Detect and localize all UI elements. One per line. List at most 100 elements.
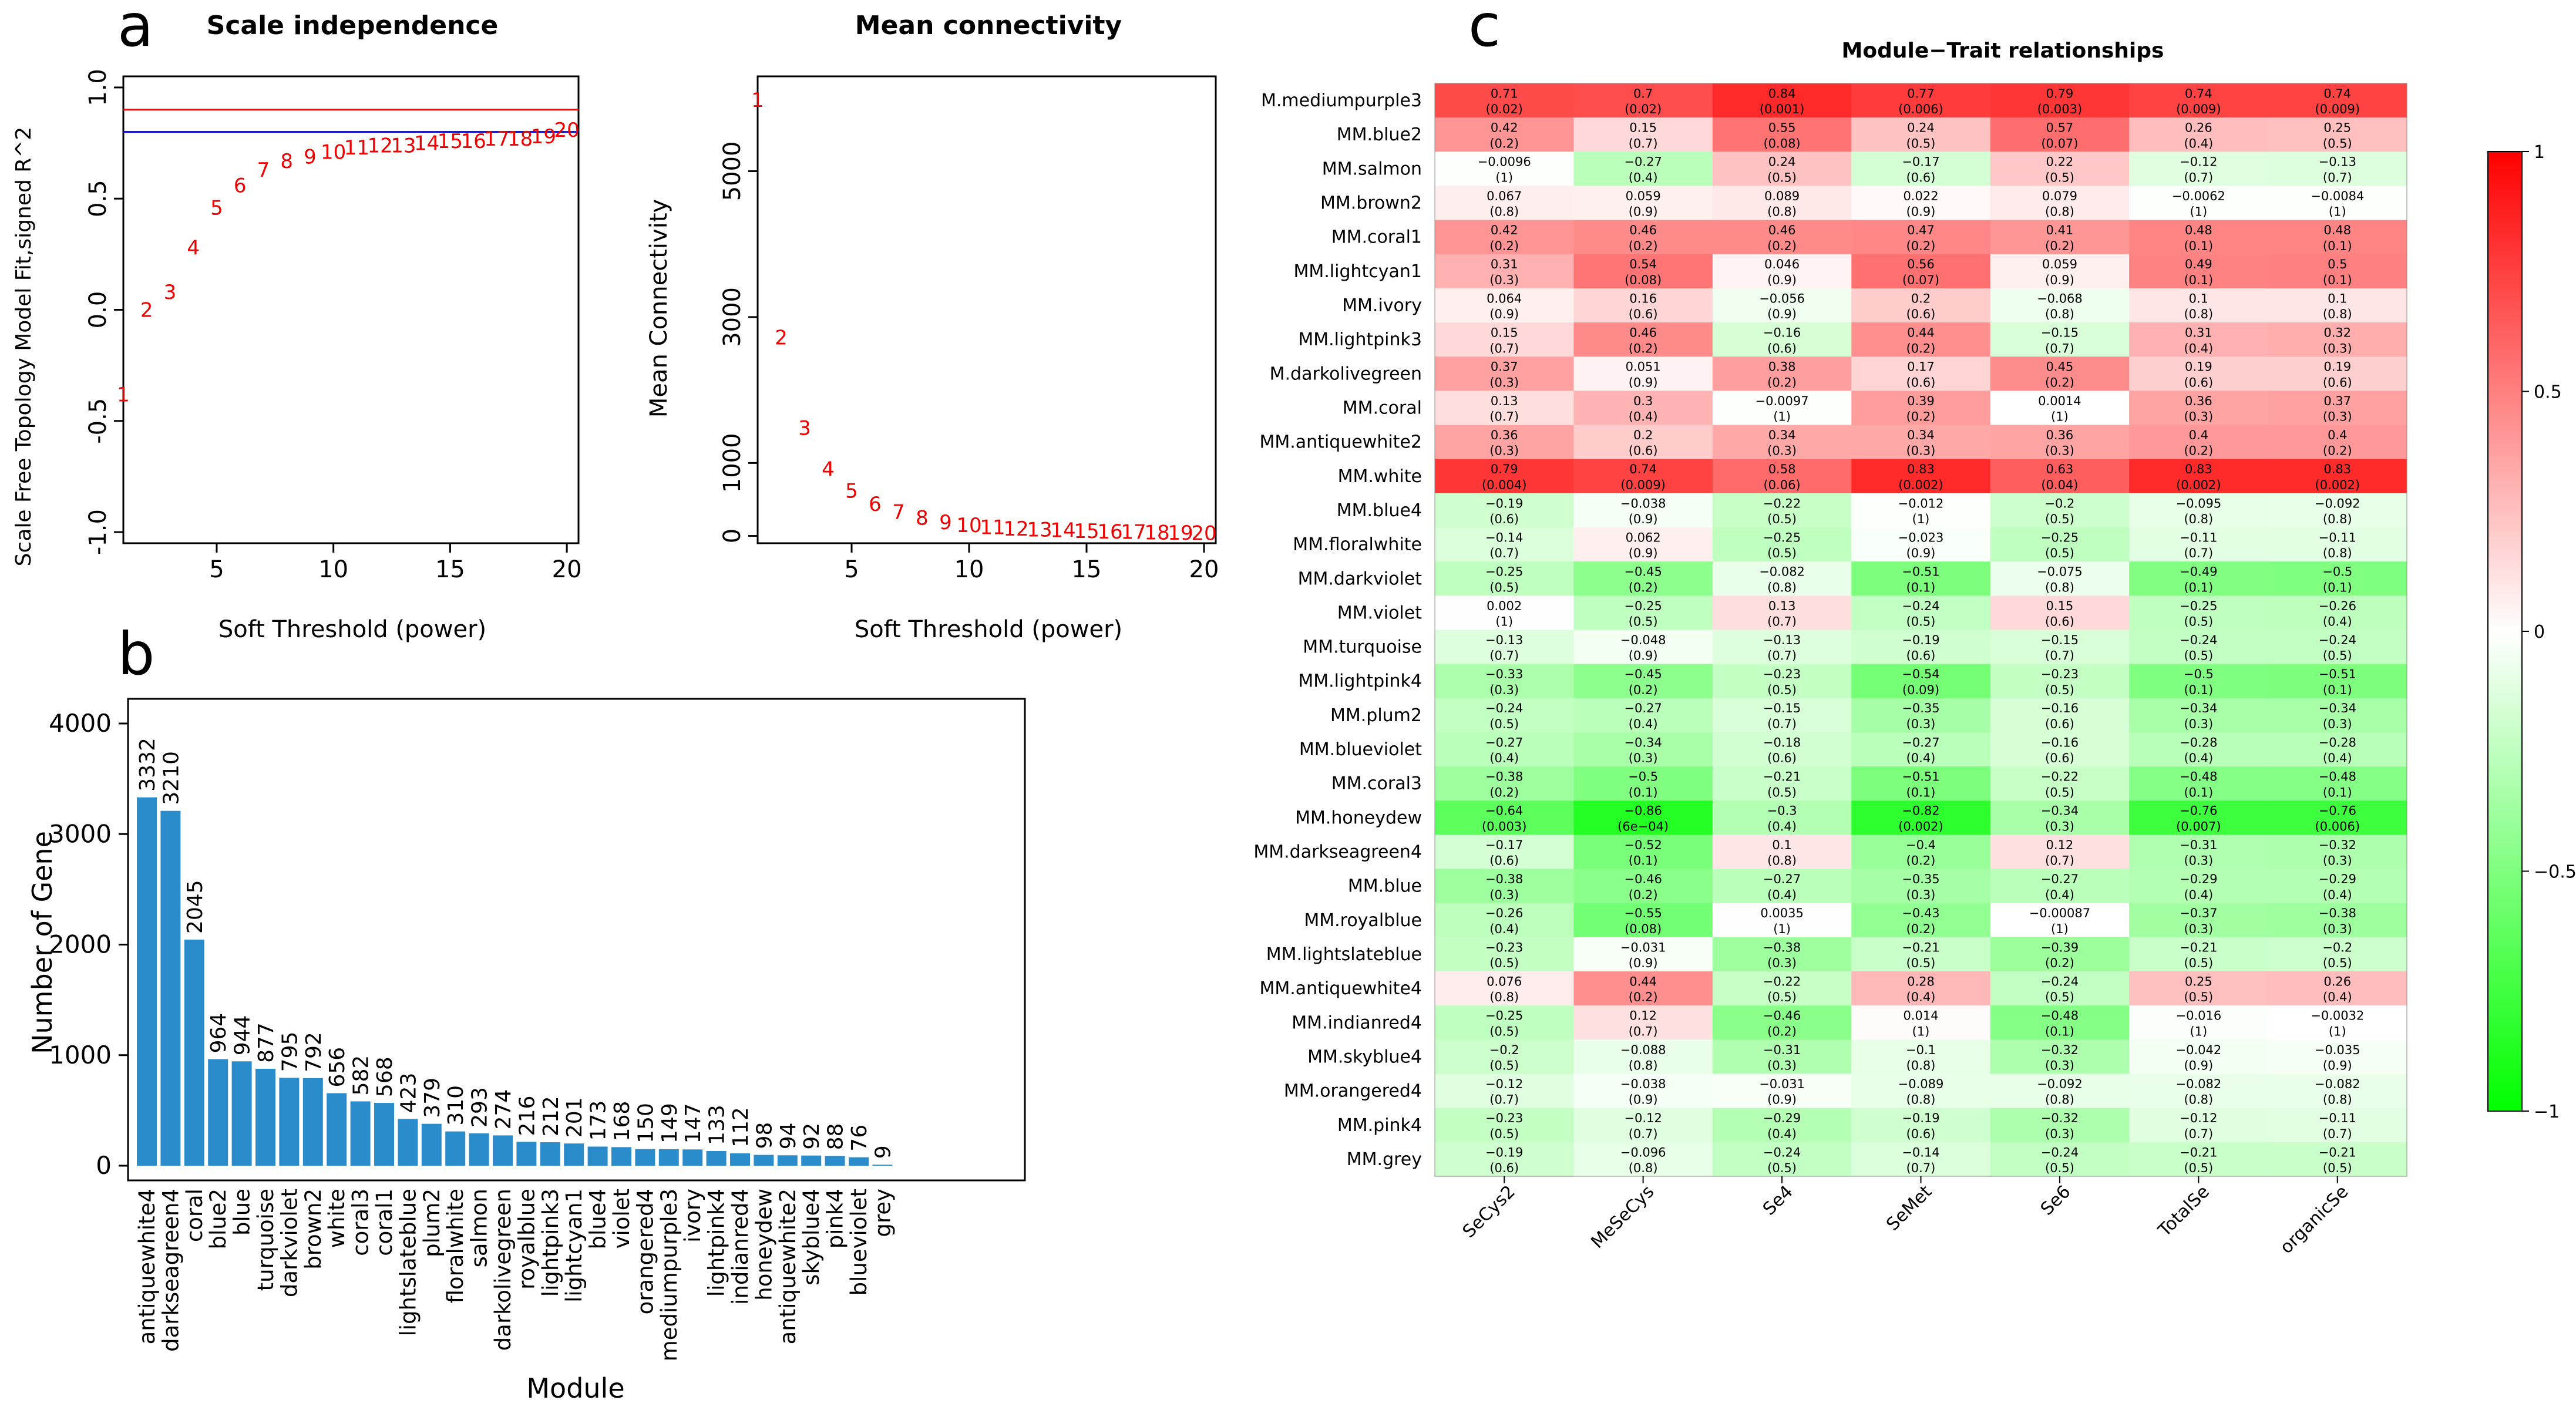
cell-correlation-label: −0.016	[2175, 1009, 2221, 1023]
x-tick-label: 15	[1072, 556, 1102, 583]
cell-pvalue-label: (0.2)	[1629, 888, 1658, 902]
cell-pvalue-label: (0.2)	[1906, 341, 1936, 355]
module-category-label: antiquewhite4	[134, 1189, 160, 1344]
cell-correlation-label: 0.41	[2046, 223, 2074, 237]
cell-correlation-label: −0.19	[1485, 496, 1523, 510]
heatmap-cell	[1851, 971, 1991, 1006]
heatmap-cell	[2129, 459, 2269, 494]
cell-pvalue-label: (0.5)	[2184, 649, 2213, 663]
cell-pvalue-label: (0.9)	[1767, 273, 1797, 287]
module-row-label: MM.antiquewhite4	[1259, 978, 1422, 999]
power-point-label: 10	[956, 514, 981, 537]
power-point-label: 4	[187, 237, 200, 260]
cell-pvalue-label: (0.5)	[2045, 170, 2074, 184]
cell-pvalue-label: (0.006)	[2315, 819, 2360, 833]
cell-pvalue-label: (0.2)	[1906, 410, 1936, 424]
heatmap-cell	[2268, 1108, 2407, 1143]
cell-correlation-label: −0.55	[1624, 906, 1662, 920]
cell-pvalue-label: (0.5)	[2184, 1161, 2213, 1175]
cell-correlation-label: 0.4	[2328, 428, 2347, 442]
cell-correlation-label: −0.038	[1620, 1077, 1666, 1091]
power-point-label: 16	[461, 130, 486, 153]
cell-correlation-label: −0.52	[1624, 838, 1662, 852]
x-tick-label: 5	[209, 556, 224, 583]
heatmap-cell	[1712, 186, 1852, 221]
heatmap-cell	[1435, 937, 1575, 972]
heatmap-cell	[1712, 459, 1852, 494]
cell-correlation-label: −0.056	[1759, 291, 1805, 305]
cell-correlation-label: 0.83	[2185, 462, 2212, 476]
cell-correlation-label: −0.51	[1902, 770, 1939, 784]
heatmap-cell	[2129, 152, 2269, 187]
module-bar	[611, 1147, 631, 1166]
cell-pvalue-label: (0.004)	[1482, 478, 1527, 492]
cell-correlation-label: 0.079	[2042, 189, 2077, 203]
cell-pvalue-label: (0.8)	[2184, 512, 2213, 526]
heatmap-cell	[1712, 152, 1852, 187]
heatmap-cell	[2268, 698, 2407, 733]
cell-correlation-label: −0.031	[1620, 940, 1666, 954]
cell-correlation-label: 0.28	[1907, 974, 1935, 988]
cell-pvalue-label: (0.6)	[2045, 751, 2074, 765]
heatmap-cell	[1990, 186, 2130, 221]
cell-correlation-label: 0.36	[2185, 394, 2212, 408]
cell-correlation-label: −0.031	[1759, 1077, 1805, 1091]
cell-correlation-label: −0.45	[1624, 667, 1662, 681]
heatmap-cell	[1712, 220, 1852, 255]
heatmap-cell	[1712, 937, 1852, 972]
cell-correlation-label: −0.25	[1485, 1009, 1523, 1023]
cell-correlation-label: −0.12	[2180, 155, 2217, 169]
cell-pvalue-label: (0.6)	[2045, 717, 2074, 731]
module-bar	[730, 1153, 750, 1166]
cell-correlation-label: −0.11	[2180, 530, 2217, 544]
cell-pvalue-label: (0.5)	[1767, 990, 1797, 1004]
heatmap-cell	[2268, 971, 2407, 1006]
cell-correlation-label: −0.5	[2184, 667, 2214, 681]
cell-correlation-label: −0.0062	[2172, 189, 2225, 203]
heatmap-cell	[1712, 664, 1852, 699]
cell-correlation-label: −0.54	[1902, 667, 1939, 681]
cell-correlation-label: 0.79	[2046, 86, 2074, 100]
heatmap-cell	[2129, 664, 2269, 699]
cell-pvalue-label: (0.009)	[1620, 478, 1666, 492]
cell-pvalue-label: (0.9)	[1767, 1093, 1797, 1107]
module-bar	[445, 1131, 466, 1166]
cell-correlation-label: −0.14	[1485, 530, 1523, 544]
heatmap-cell	[1712, 1074, 1852, 1109]
cell-pvalue-label: (0.9)	[1629, 375, 1658, 389]
cell-pvalue-label: (0.5)	[1489, 580, 1519, 594]
cell-correlation-label: −0.24	[2041, 974, 2079, 988]
cell-correlation-label: −0.2	[2044, 496, 2074, 510]
cell-correlation-label: −0.089	[1898, 1077, 1944, 1091]
heatmap-cell	[1573, 630, 1713, 665]
colorbar-tick-label: −1	[2534, 1102, 2560, 1122]
module-row-label: MM.antiquewhite2	[1259, 432, 1422, 453]
heatmap-cell	[1851, 1005, 1991, 1040]
cell-correlation-label: −0.29	[2319, 872, 2356, 886]
cell-correlation-label: 0.4	[2189, 428, 2208, 442]
heatmap-cell	[1851, 630, 1991, 665]
cell-correlation-label: −0.31	[2180, 838, 2217, 852]
heatmap-cell	[1573, 971, 1713, 1006]
heatmap-cell	[1712, 493, 1852, 528]
heatmap-cell	[1851, 83, 1991, 118]
heatmap-cell	[1851, 391, 1991, 426]
heatmap-cell	[1573, 186, 1713, 221]
cell-pvalue-label: (0.2)	[2045, 375, 2074, 389]
cell-correlation-label: 0.34	[1907, 428, 1935, 442]
heatmap-cell	[1851, 527, 1991, 562]
heatmap-cell	[2129, 391, 2269, 426]
bar-value-label: 877	[254, 1022, 278, 1063]
module-category-label: grey	[870, 1189, 895, 1237]
x-tick-label: 10	[318, 556, 348, 583]
cell-correlation-label: −0.13	[1763, 633, 1801, 647]
power-point-label: 11	[344, 136, 369, 160]
bar-value-label: 293	[468, 1087, 492, 1128]
power-point-label: 9	[304, 145, 317, 169]
heatmap-cell	[2268, 766, 2407, 801]
heatmap-cell	[1990, 732, 2130, 767]
cell-pvalue-label: (0.7)	[2184, 546, 2213, 560]
cell-correlation-label: −0.76	[2180, 804, 2217, 818]
cell-pvalue-label: (0.3)	[2045, 1127, 2074, 1141]
heatmap-cell	[1990, 800, 2130, 836]
